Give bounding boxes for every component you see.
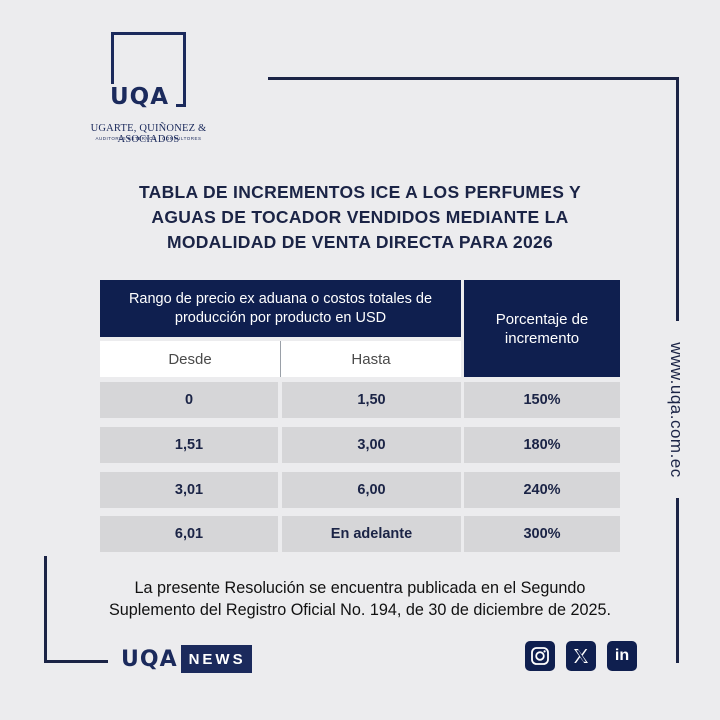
title-line-3: MODALIDAD DE VENTA DIRECTA PARA 2026 — [166, 232, 554, 252]
table-row-2-from: 1,51 — [100, 427, 278, 463]
title-line-1: TABLA DE INCREMENTOS ICE A LOS PERFUMES … — [138, 182, 582, 202]
table-row-3-from: 3,01 — [100, 472, 278, 508]
brand-uqa: UQA — [121, 646, 178, 672]
page-title: TABLA DE INCREMENTOS ICE A LOS PERFUMES … — [80, 180, 640, 255]
note-line-1: La presente Resolución se encuentra publ… — [134, 579, 586, 597]
note-line-2: Suplemento del Registro Oficial No. 194,… — [108, 601, 612, 619]
firm-name: UGARTE, QUIÑONEZ & ASOCIADOS — [90, 123, 207, 145]
from-header: Desde — [100, 341, 280, 377]
frame-right-line-bottom — [676, 498, 679, 663]
logo-frame — [111, 32, 186, 107]
website-url-text[interactable]: www.uqa.com.ec — [667, 342, 686, 478]
table-row-2-pct: 180% — [464, 427, 620, 463]
instagram-glyph — [531, 647, 549, 665]
brand-news: NEWS — [180, 645, 252, 673]
logo-mark: UQA — [110, 84, 172, 110]
linkedin-label: in — [614, 647, 630, 664]
table-row-4-from: 6,01 — [100, 516, 278, 552]
linkedin-icon[interactable]: in — [607, 641, 637, 671]
table-row-4-to: En adelante — [282, 516, 461, 552]
header-divider — [280, 341, 281, 377]
x-glyph — [574, 649, 588, 663]
table-row-2-to: 3,00 — [282, 427, 461, 463]
table-row-1-pct: 150% — [464, 382, 620, 418]
to-header: Hasta — [281, 341, 461, 377]
logo-frame-corner — [176, 104, 186, 107]
frame-top-line — [268, 77, 679, 80]
instagram-icon[interactable] — [525, 641, 555, 671]
firm-tagline: AUDITORES EXTERNOS · CONSULTORES — [95, 136, 202, 141]
frame-bottom-line — [44, 660, 108, 663]
percent-header: Porcentaje de incremento — [464, 280, 620, 377]
frame-left-line — [44, 556, 47, 663]
title-line-2: AGUAS DE TOCADOR VENDIDOS MEDIANTE LA — [151, 207, 569, 227]
publication-note: La presente Resolución se encuentra publ… — [40, 577, 680, 621]
uqa-news-brand: UQA NEWS — [121, 645, 252, 673]
table-row-4-pct: 300% — [464, 516, 620, 552]
x-icon[interactable] — [566, 641, 596, 671]
table-row-1-from: 0 — [100, 382, 278, 418]
table-row-1-to: 1,50 — [282, 382, 461, 418]
frame-right-line-top — [676, 77, 679, 321]
range-header: Rango de precio ex aduana o costos total… — [100, 280, 461, 337]
table-row-3-to: 6,00 — [282, 472, 461, 508]
table-row-3-pct: 240% — [464, 472, 620, 508]
